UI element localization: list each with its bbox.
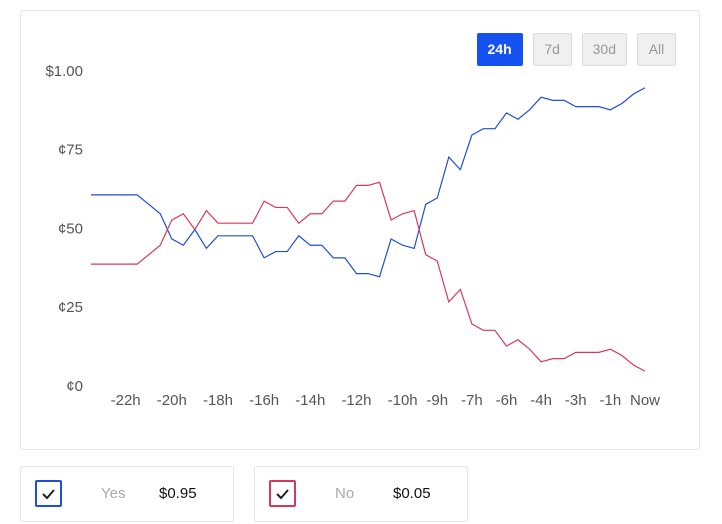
x-tick-label: -12h [341,392,371,409]
y-tick-label: $1.00 [45,63,83,80]
outcome-price: $0.05 [393,485,431,502]
outcome-box[interactable]: No $0.05 [254,466,468,522]
x-tick-label: -16h [249,392,279,409]
y-tick-label: ¢75 [58,142,83,159]
range-button[interactable]: 24h [476,33,523,66]
x-tick-label: -9h [426,392,448,409]
outcome-name: Yes [101,485,126,502]
x-tick-label: -4h [530,392,552,409]
check-icon [276,489,289,500]
range-button[interactable]: 30d [581,33,627,66]
chart-card: 24h 7d 30d All [20,10,700,450]
range-button[interactable]: All [637,33,676,66]
chart: ¢0 ¢25 ¢50 ¢75 $1.00 -22h -20h -18h -16h -14h -12h… [45,63,660,409]
x-tick-label: -7h [461,392,483,409]
y-tick-label: ¢50 [58,220,83,237]
outcome-name: No [335,485,355,502]
x-tick-label: -1h [600,392,622,409]
outcome-box[interactable]: Yes $0.95 [20,466,234,522]
x-tick-label: -20h [157,392,187,409]
series-line [91,181,646,372]
outcome-price: $0.95 [159,485,197,502]
x-tick-label: -10h [388,392,418,409]
x-tick-label: -14h [295,392,325,409]
y-tick-label: ¢0 [66,378,83,395]
x-tick-label: -18h [203,392,233,409]
y-tick-label: ¢25 [58,299,83,316]
x-tick-label: -3h [565,392,587,409]
checkbox[interactable] [269,480,296,507]
x-tick-label: -22h [111,392,141,409]
range-buttons: 24h 7d 30d All [476,33,676,66]
check-icon [42,489,55,500]
range-button[interactable]: 7d [532,33,572,66]
checkbox[interactable] [35,480,62,507]
x-tick-label: Now [630,392,660,409]
x-tick-label: -6h [496,392,518,409]
series-line [91,87,646,278]
